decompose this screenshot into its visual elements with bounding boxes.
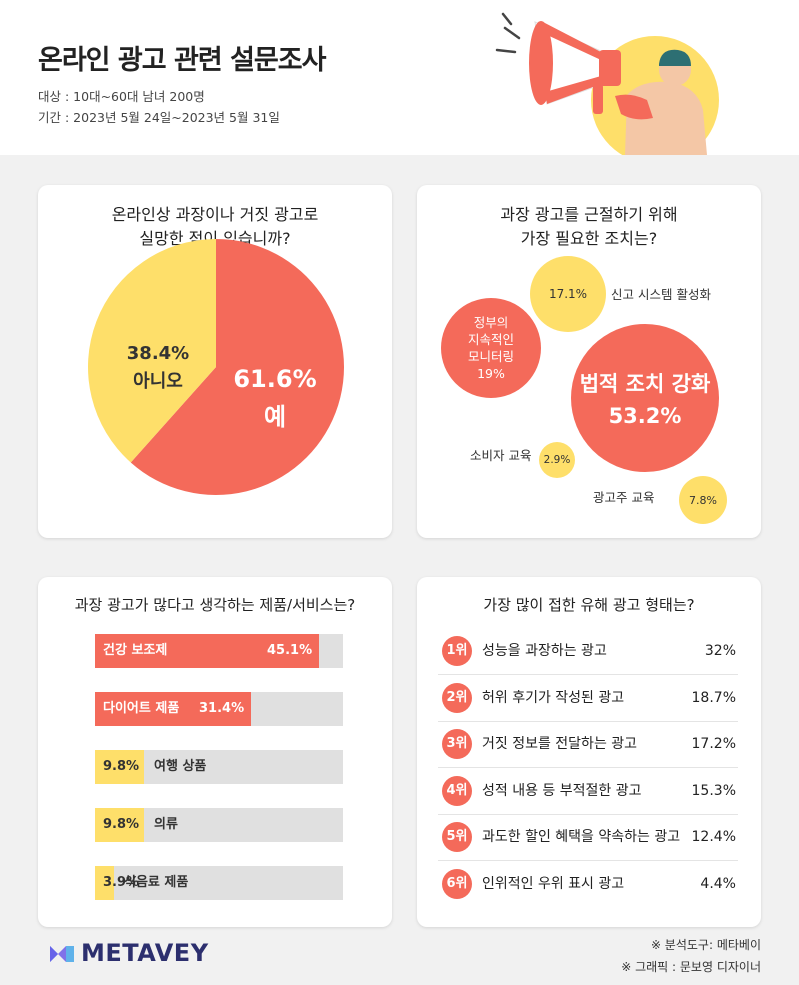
rank-row-6: 6위 인위적인 우위 표시 광고 4.4% — [438, 869, 738, 899]
rank-label: 허위 후기가 작성된 광고 — [482, 690, 625, 706]
rank-divider — [438, 674, 738, 675]
bar-label-3: 의류 — [154, 817, 178, 832]
bar-label-2: 여행 상품 — [154, 759, 207, 774]
rank-value: 18.7% — [691, 690, 736, 706]
rank-label: 성적 내용 등 부적절한 광고 — [482, 783, 642, 799]
pie-chart — [88, 239, 344, 495]
bubble-consumer-value: 2.9% — [543, 454, 571, 466]
pie-label-yes: 61.6% 예 — [220, 365, 330, 432]
rank-label: 과도한 할인 혜택을 약속하는 광고 — [482, 829, 681, 845]
bar-track-1: 31.4% 다이어트 제품 — [95, 692, 343, 726]
pie-title-line-1: 온라인상 과장이나 거짓 광고로 — [111, 205, 319, 224]
bar-track-4: 3.9% 식음료 제품 — [95, 866, 343, 900]
bar-track-0: 45.1% 건강 보조제 — [95, 634, 343, 668]
bubble-monitoring: 정부의 지속적인 모니터링 19% — [441, 298, 541, 398]
bar-fill-3 — [95, 808, 144, 842]
bar-track-2: 9.8% 여행 상품 — [95, 750, 343, 784]
pie-label-no: 38.4% 아니오 — [108, 343, 208, 393]
bubble-report-label: 신고 시스템 활성화 — [611, 287, 711, 302]
bar-value-1: 31.4% — [199, 701, 245, 716]
rank-divider — [438, 860, 738, 861]
survey-target: 대상 : 10대~60대 남녀 200명 — [38, 89, 205, 104]
bar-title: 과장 광고가 많다고 생각하는 제품/서비스는? — [74, 596, 356, 614]
bar-label-1: 다이어트 제품 — [103, 701, 180, 716]
rank-value: 32% — [704, 643, 736, 659]
rank-badge: 4위 — [442, 776, 472, 806]
bubble-legal-action: 법적 조치 강화 53.2% — [571, 324, 719, 472]
bubble-report-value: 17.1% — [548, 287, 588, 301]
bubble-advertiser-edu: 7.8% — [679, 476, 727, 524]
logo: METAVEY — [47, 938, 208, 968]
rank-divider — [438, 814, 738, 815]
credit-tool: ※ 분석도구: 메타베이 — [650, 938, 761, 952]
pie-yes-value: 61.6% — [233, 365, 317, 393]
rank-value: 15.3% — [691, 783, 736, 799]
bubble-title-line-2: 가장 필요한 조치는? — [520, 229, 658, 248]
rank-row-1: 1위 성능을 과장하는 광고 32% — [438, 636, 738, 666]
pie-slice-1 — [88, 239, 216, 463]
logo-mark-icon — [50, 946, 74, 962]
rank-divider — [438, 721, 738, 722]
bar-track-3: 9.8% 의류 — [95, 808, 343, 842]
credit-graphic: ※ 그래픽 : 문보영 디자이너 — [621, 960, 761, 974]
rank-label: 인위적인 우위 표시 광고 — [482, 876, 625, 892]
rank-label: 성능을 과장하는 광고 — [482, 643, 607, 659]
bubble-monitoring-line-2: 지속적인 — [467, 332, 514, 347]
logo-text: METAVEY — [81, 939, 209, 967]
pie-slice-0 — [130, 239, 344, 495]
bar-fill-2 — [95, 750, 144, 784]
pie-title-line-2: 실망한 적이 있습니까? — [139, 229, 291, 248]
bubble-consumer-edu: 2.9% — [539, 442, 575, 478]
bubble-monitoring-line-3: 모니터링 — [467, 349, 514, 364]
ranking-card: 가장 많이 접한 유해 광고 형태는? — [417, 577, 761, 927]
bubble-legal-label: 법적 조치 강화 — [579, 372, 711, 396]
rank-row-5: 5위 과도한 할인 혜택을 약속하는 광고 12.4% — [438, 822, 738, 852]
bar-fill-4 — [95, 866, 114, 900]
ranking-title: 가장 많이 접한 유해 광고 형태는? — [483, 596, 695, 614]
rank-row-4: 4위 성적 내용 등 부적절한 광고 15.3% — [438, 776, 738, 806]
rank-badge: 6위 — [442, 869, 472, 899]
pie-yes-label: 예 — [263, 403, 287, 431]
rank-row-2: 2위 허위 후기가 작성된 광고 18.7% — [438, 683, 738, 713]
bubble-advertiser-label: 광고주 교육 — [593, 490, 655, 505]
bubble-consumer-label: 소비자 교육 — [470, 448, 532, 463]
rank-badge: 5위 — [442, 822, 472, 852]
bubble-legal-value: 53.2% — [608, 404, 682, 428]
survey-period: 기간 : 2023년 5월 24일~2023년 5월 31일 — [38, 110, 280, 125]
bar-value-3: 9.8% — [103, 817, 140, 832]
bar-fill-1 — [95, 692, 251, 726]
bar-fill-0 — [95, 634, 319, 668]
rank-badge: 1위 — [442, 636, 472, 666]
rank-label: 거짓 정보를 전달하는 광고 — [482, 736, 638, 752]
bubble-monitoring-line-1: 정부의 — [473, 315, 509, 330]
bar-label-0: 건강 보조제 — [103, 643, 168, 658]
bar-value-2: 9.8% — [103, 759, 140, 774]
rank-value: 4.4% — [700, 876, 736, 892]
bar-value-4: 3.9% — [103, 875, 140, 890]
megaphone-person-illustration — [495, 12, 719, 155]
rank-badge: 3위 — [442, 729, 472, 759]
rank-badge: 2위 — [442, 683, 472, 713]
header: 온라인 광고 관련 설문조사 대상 : 10대~60대 남녀 200명 기간 :… — [0, 0, 799, 155]
page-title: 온라인 광고 관련 설문조사 — [38, 45, 326, 76]
bubble-monitoring-value: 19% — [477, 366, 505, 381]
rank-value: 17.2% — [691, 736, 736, 752]
bar-value-0: 45.1% — [267, 643, 313, 658]
bubble-advertiser-value: 7.8% — [689, 493, 717, 507]
pie-no-value: 38.4% — [126, 343, 190, 364]
pie-no-label: 아니오 — [133, 371, 183, 392]
bubble-report-system: 17.1% — [530, 256, 606, 332]
rank-divider — [438, 767, 738, 768]
rank-row-3: 3위 거짓 정보를 전달하는 광고 17.2% — [438, 729, 738, 759]
bar-label-4: 식음료 제품 — [124, 875, 189, 890]
bubble-title-line-1: 과장 광고를 근절하기 위해 — [500, 205, 678, 224]
rank-value: 12.4% — [691, 829, 736, 845]
